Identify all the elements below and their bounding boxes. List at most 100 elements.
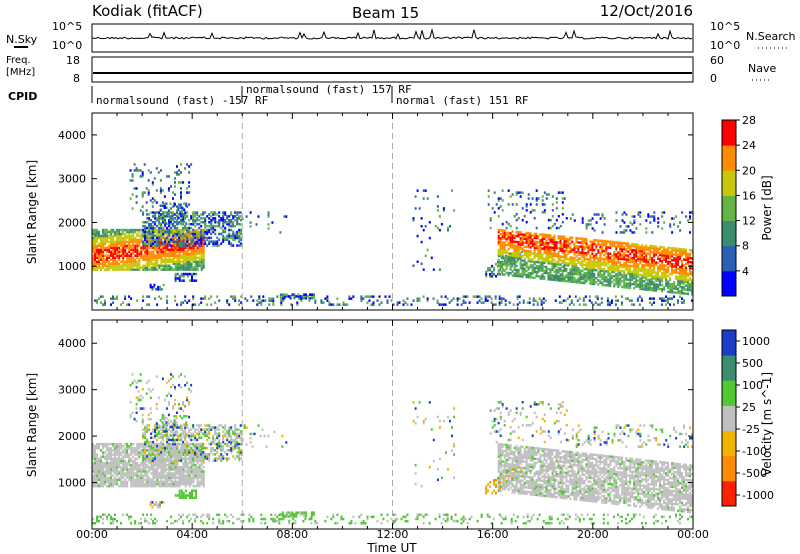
heatmap-cell — [150, 260, 153, 263]
heatmap-cell — [595, 213, 598, 216]
heatmap-cell — [202, 211, 205, 214]
heatmap-cell — [192, 232, 195, 236]
heatmap-cell — [98, 234, 100, 238]
heatmap-cell — [551, 236, 554, 239]
heatmap-cell — [571, 248, 574, 251]
heatmap-cell — [156, 219, 159, 222]
heatmap-cell — [110, 234, 113, 238]
heatmap-cell — [188, 258, 191, 261]
heatmap-cell — [152, 226, 155, 230]
heatmap-cell — [98, 442, 100, 446]
heatmap-cell — [142, 256, 145, 259]
heatmap-cell — [210, 211, 213, 214]
heatmap-cell — [166, 299, 169, 302]
heatmap-cell — [671, 297, 673, 300]
heatmap-cell — [637, 211, 640, 214]
heatmap-cell — [176, 254, 179, 257]
heatmap-cell — [140, 246, 143, 250]
heatmap-cell — [424, 189, 427, 192]
heatmap-cell — [170, 254, 173, 257]
heatmap-cell — [108, 442, 111, 446]
heatmap-cell — [178, 169, 180, 172]
heatmap-cell — [578, 303, 581, 306]
heatmap-cell — [112, 250, 115, 254]
heatmap-cell — [186, 275, 189, 278]
heatmap-cell — [675, 275, 678, 278]
heatmap-cell — [180, 266, 183, 269]
heatmap-cell — [651, 215, 654, 218]
heatmap-cell — [645, 227, 648, 230]
heatmap-cell — [94, 230, 96, 234]
heatmap-cell — [114, 242, 117, 246]
heatmap-cell — [222, 219, 225, 222]
heatmap-cell — [158, 240, 161, 244]
heatmap-cell — [511, 270, 514, 273]
heatmap-cell — [136, 248, 139, 252]
heatmap-cell — [172, 244, 175, 248]
heatmap-cell — [176, 234, 179, 238]
heatmap-cell — [146, 470, 149, 473]
heatmap-cell — [544, 299, 547, 302]
heatmap-cell — [643, 280, 646, 283]
heatmap-cell — [174, 244, 177, 248]
heatmap-cell — [214, 224, 217, 228]
heatmap-cell — [533, 209, 536, 212]
heatmap-cell — [551, 209, 554, 212]
heatmap-cell — [558, 301, 561, 304]
heatmap-cell — [148, 238, 151, 242]
heatmap-cell — [623, 229, 626, 232]
heatmap-cell — [134, 262, 137, 265]
heatmap-cell — [116, 478, 119, 482]
heatmap-cell — [188, 203, 191, 206]
heatmap-cell — [216, 242, 219, 245]
heatmap-cell — [192, 250, 195, 254]
heatmap-cell — [168, 254, 171, 257]
heatmap-cell — [137, 169, 140, 172]
heatmap-cell — [172, 242, 175, 246]
heatmap-cell — [210, 222, 213, 226]
heatmap-cell — [164, 258, 167, 261]
heatmap-cell — [599, 217, 602, 220]
heatmap-cell — [106, 260, 109, 263]
heatmap-cell — [498, 301, 501, 304]
heatmap-cell — [164, 451, 167, 454]
heatmap-cell — [480, 301, 483, 304]
heatmap-cell — [232, 234, 235, 238]
heatmap-cell — [513, 244, 516, 247]
heatmap-cell — [185, 202, 188, 205]
heatmap-cell — [142, 258, 145, 261]
heatmap-cell — [126, 268, 129, 271]
heatmap-cell — [126, 266, 129, 269]
heatmap-cell — [451, 189, 453, 192]
heatmap-cell — [112, 242, 115, 246]
heatmap-cell — [104, 236, 107, 240]
heatmap-cell — [110, 244, 113, 248]
heatmap-cell — [314, 299, 317, 302]
heatmap-cell — [515, 240, 518, 244]
heatmap-cell — [148, 268, 151, 271]
heatmap-cell — [174, 193, 176, 196]
heatmap-cell — [222, 236, 225, 240]
heatmap-cell — [178, 252, 181, 256]
heatmap-cell — [100, 242, 102, 246]
heatmap-cell — [505, 255, 508, 259]
heatmap-cell — [290, 295, 293, 298]
heatmap-cell — [661, 283, 664, 287]
heatmap-cell — [192, 238, 195, 241]
heatmap-cell — [222, 230, 225, 234]
heatmap-cell — [545, 239, 548, 243]
heatmap-cell — [134, 244, 137, 248]
heatmap-cell — [509, 272, 512, 275]
heatmap-cell — [631, 256, 634, 260]
heatmap-cell — [186, 242, 189, 245]
heatmap-cell — [661, 287, 664, 291]
heatmap-cell — [649, 215, 652, 218]
heatmap-cell — [579, 245, 582, 248]
heatmap-cell — [598, 303, 601, 306]
heatmap-cell — [370, 303, 373, 306]
heatmap-cell — [238, 236, 241, 240]
heatmap-cell — [132, 256, 135, 259]
heatmap-cell — [116, 242, 119, 246]
heatmap-cell — [98, 230, 100, 234]
heatmap-cell — [102, 238, 105, 242]
